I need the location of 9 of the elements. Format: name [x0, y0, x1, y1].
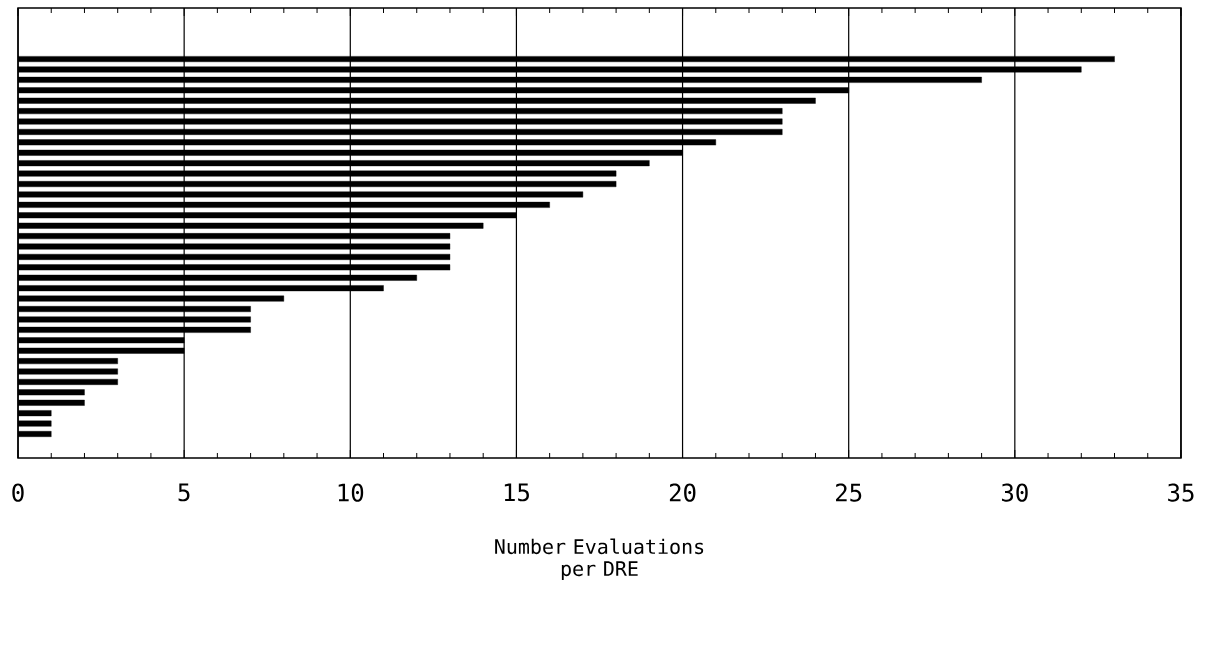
- x-tick-label: 5: [178, 483, 190, 502]
- x-tick-label: 10: [338, 483, 364, 502]
- x-tick-label: 30: [1001, 483, 1028, 502]
- x-tick-label: 25: [836, 483, 862, 502]
- x-tick-label: 20: [669, 483, 696, 502]
- x-tick-label: 0: [12, 483, 24, 502]
- x-tick-label: 15: [504, 483, 529, 502]
- x-tick-label: 35: [1168, 483, 1194, 502]
- x-axis-title: Number Evaluations per DRE: [495, 538, 704, 580]
